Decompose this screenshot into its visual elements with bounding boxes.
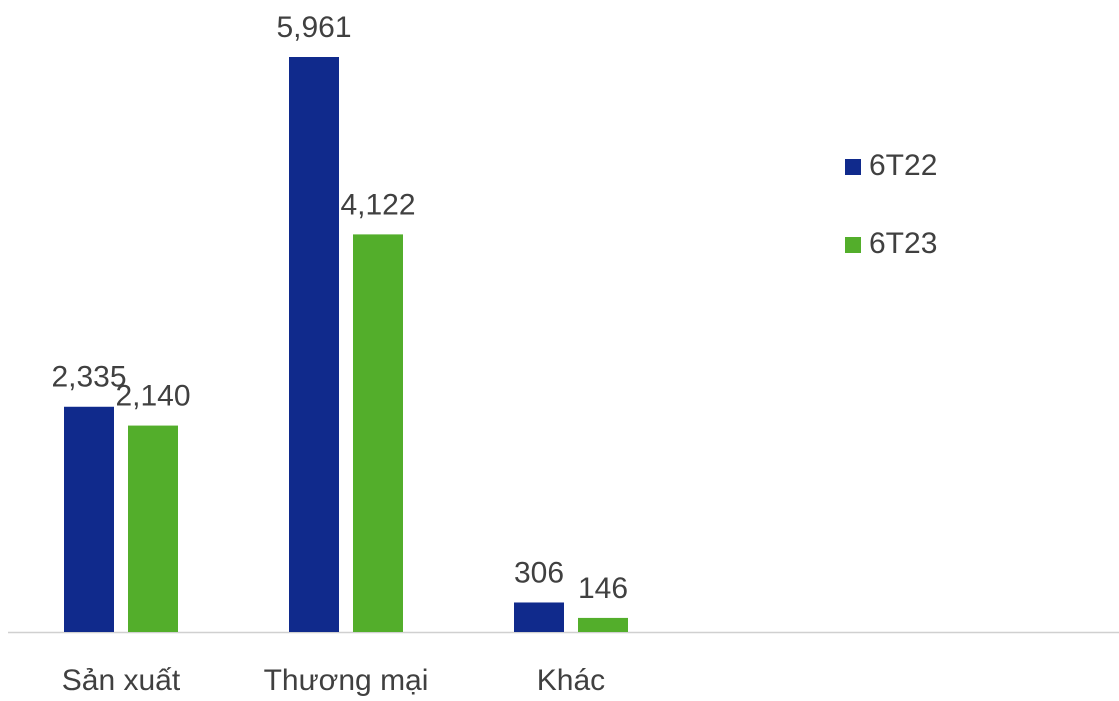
value-label: 2,140 <box>115 379 190 412</box>
legend-swatch <box>845 237 861 253</box>
bar <box>353 234 403 632</box>
value-label: 306 <box>514 556 564 589</box>
value-label: 146 <box>578 572 628 605</box>
value-label: 4,122 <box>340 188 415 221</box>
bar <box>128 425 178 632</box>
bar <box>578 617 628 632</box>
legend-label: 6T22 <box>869 149 937 182</box>
legend-swatch <box>845 159 861 175</box>
x-tick-label: Khác <box>537 664 605 697</box>
value-label: 5,961 <box>276 11 351 44</box>
bar <box>514 602 564 632</box>
legend-label: 6T23 <box>869 227 937 260</box>
bar <box>64 406 114 632</box>
x-tick-label: Sản xuất <box>62 664 181 697</box>
bar <box>289 57 339 632</box>
x-tick-label: Thương mại <box>264 664 429 697</box>
value-label: 2,335 <box>51 361 126 394</box>
